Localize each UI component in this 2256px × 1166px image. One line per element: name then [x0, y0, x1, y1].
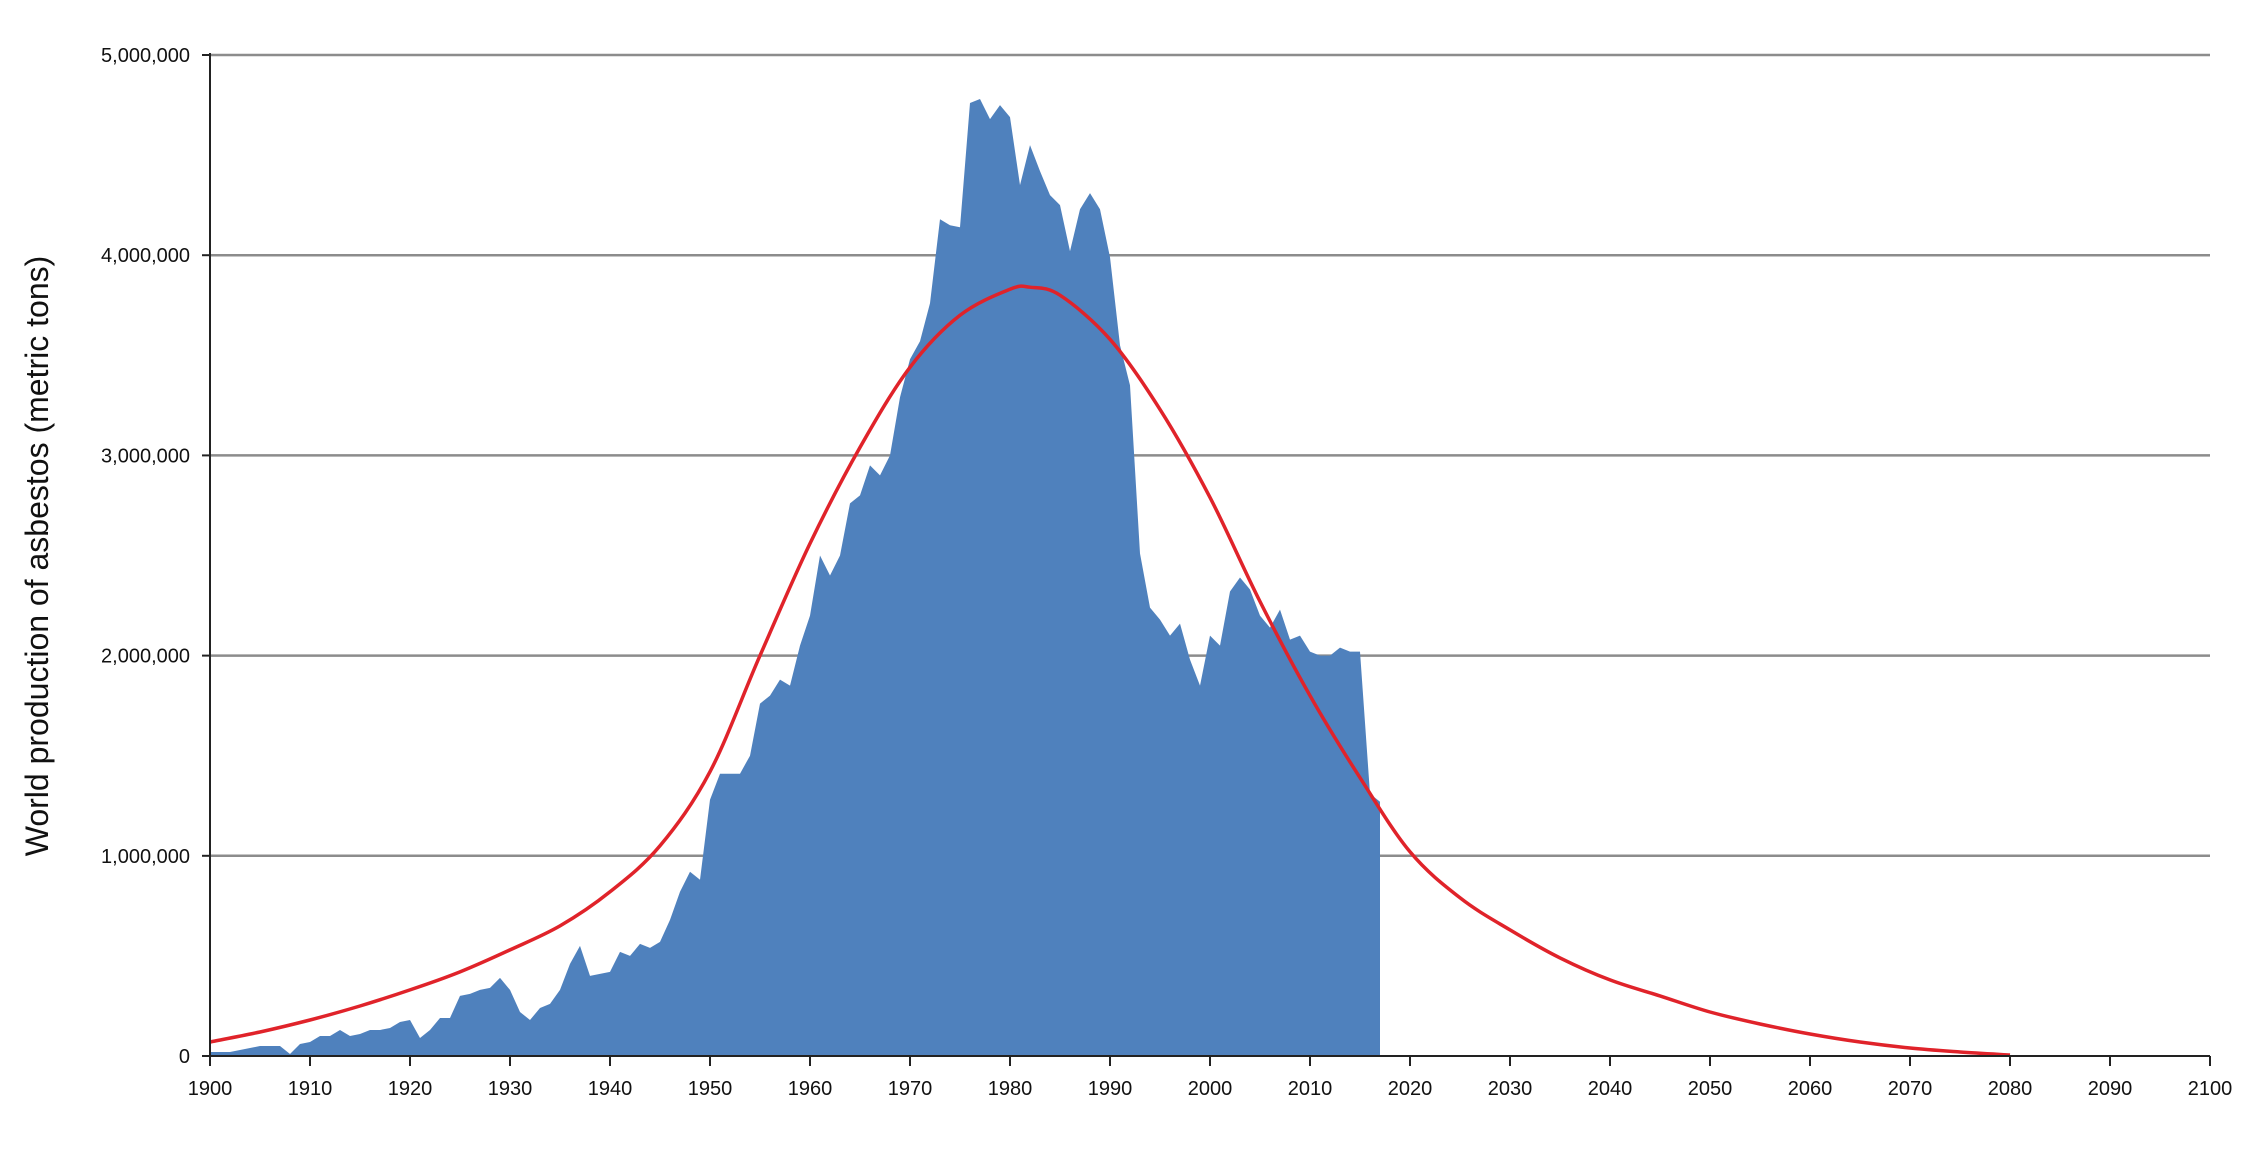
- x-tick-label-1: 1910: [288, 1078, 333, 1100]
- y-tick-label-1: 1,000,000: [101, 846, 190, 868]
- y-tick-label-2: 2,000,000: [101, 646, 190, 668]
- y-tick-label-4: 4,000,000: [101, 245, 190, 267]
- x-tick-label-12: 2020: [1388, 1078, 1433, 1100]
- x-tick-label-9: 1990: [1088, 1078, 1133, 1100]
- grid-lines: [210, 53, 2210, 858]
- y-tick-label-3: 3,000,000: [101, 445, 190, 467]
- production-area: [210, 99, 1380, 1056]
- y-tick-label-0: 0: [179, 1046, 190, 1068]
- x-tick-label-0: 1900: [188, 1078, 233, 1100]
- x-tick-label-2: 1920: [388, 1078, 433, 1100]
- fitted-curve-line: [209, 284, 2011, 1057]
- x-tick-label-5: 1950: [688, 1078, 733, 1100]
- x-tick-label-14: 2040: [1588, 1078, 1633, 1100]
- x-tick-labels: 1900 1910 1920 1930 1940 1950 1960 1970 1980 1990…: [188, 1056, 2233, 1100]
- y-tick-labels: 0 1,000,000 2,000,000 3,000,000 4,000,000 5,0…: [101, 45, 210, 1068]
- production-area-series: [210, 99, 1380, 1056]
- x-tick-label-19: 2090: [2088, 1078, 2133, 1100]
- x-tick-label-8: 1980: [988, 1078, 1033, 1100]
- x-tick-label-18: 2080: [1988, 1078, 2033, 1100]
- x-tick-label-16: 2060: [1788, 1078, 1833, 1100]
- y-axis-title: World production of asbestos (metric ton…: [19, 256, 55, 857]
- fitted-curve-series: [209, 284, 2011, 1057]
- x-tick-label-3: 1930: [488, 1078, 533, 1100]
- x-tick-label-7: 1970: [888, 1078, 933, 1100]
- x-tick-label-20: 2100: [2188, 1078, 2233, 1100]
- x-tick-label-15: 2050: [1688, 1078, 1733, 1100]
- x-tick-label-4: 1940: [588, 1078, 633, 1100]
- x-tick-label-6: 1960: [788, 1078, 833, 1100]
- y-tick-label-5: 5,000,000: [101, 45, 190, 67]
- x-tick-label-13: 2030: [1488, 1078, 1533, 1100]
- x-tick-label-17: 2070: [1888, 1078, 1933, 1100]
- x-tick-label-10: 2000: [1188, 1078, 1233, 1100]
- x-tick-label-11: 2010: [1288, 1078, 1333, 1100]
